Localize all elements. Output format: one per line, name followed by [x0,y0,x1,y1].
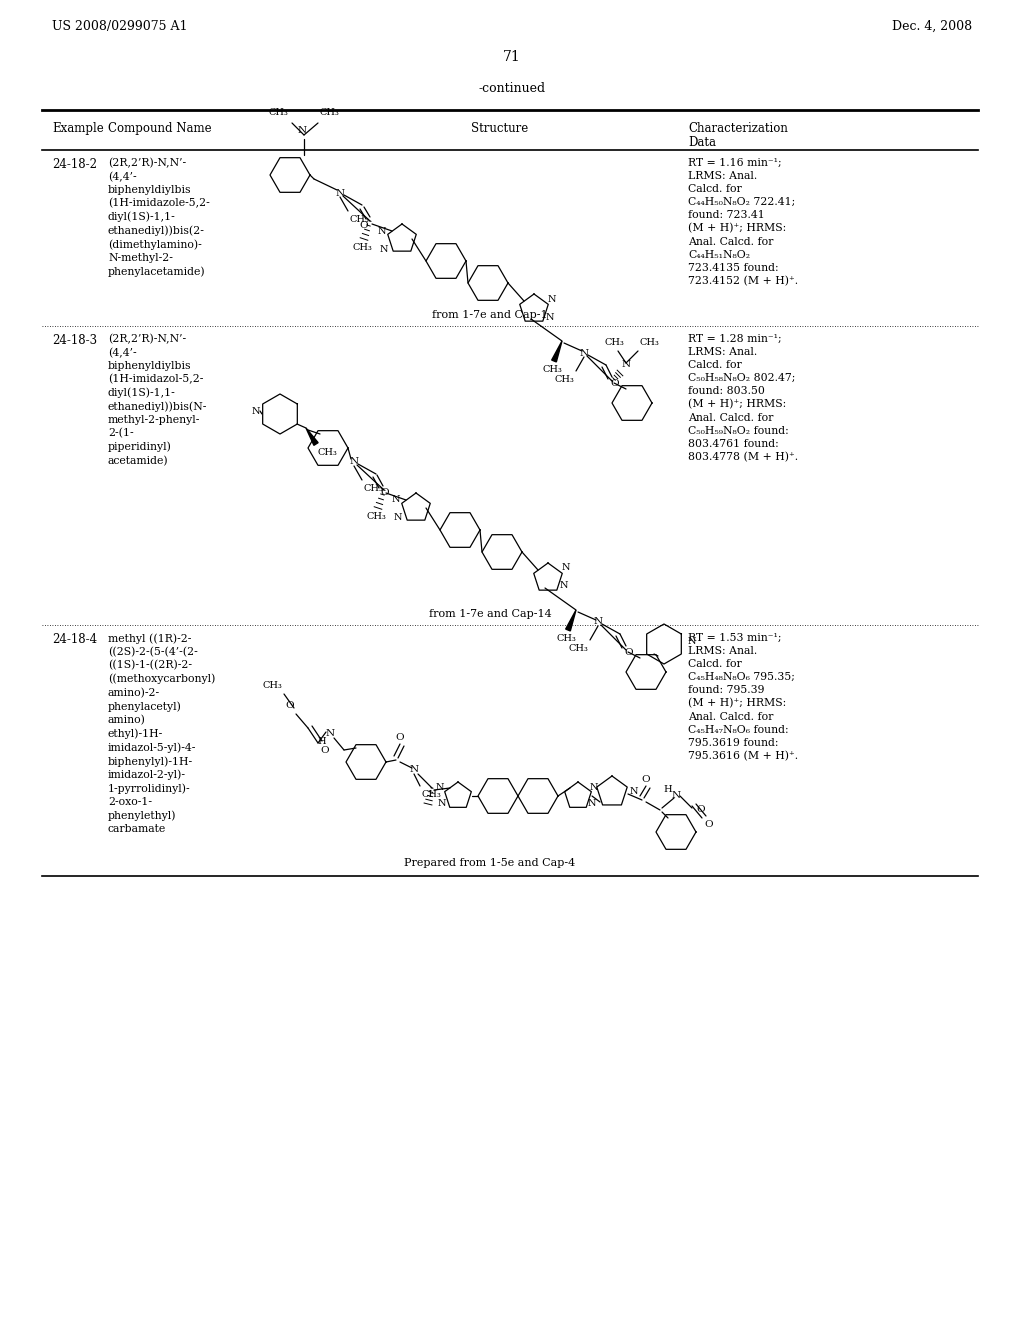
Text: N: N [630,788,639,796]
Text: N: N [672,792,681,800]
Text: Example: Example [52,121,103,135]
Text: N: N [391,495,400,504]
Text: Data: Data [688,136,716,149]
Text: O: O [624,648,633,657]
Text: CH₃: CH₃ [350,215,370,224]
Text: N: N [622,360,631,370]
Text: N: N [594,618,602,627]
Text: RT = 1.16 min⁻¹;
LRMS: Anal.
Calcd. for
C₄₄H₅₀N₈O₂ 722.41;
found: 723.41
(M + H): RT = 1.16 min⁻¹; LRMS: Anal. Calcd. for … [688,158,798,286]
Text: H: H [317,738,327,747]
Text: CH₃: CH₃ [318,447,338,457]
Text: -continued: -continued [478,82,546,95]
Text: CH₃: CH₃ [262,681,282,690]
Text: H: H [664,785,673,795]
Text: N: N [380,244,388,253]
Text: O: O [286,701,294,710]
Text: N: N [562,564,570,573]
Text: CH₃: CH₃ [422,789,442,799]
Text: N: N [378,227,386,235]
Text: Dec. 4, 2008: Dec. 4, 2008 [892,20,972,33]
Text: N: N [560,582,568,590]
Text: 24-18-3: 24-18-3 [52,334,97,347]
Text: from 1-7e and Cap-14: from 1-7e and Cap-14 [429,609,551,619]
Text: N: N [548,294,556,304]
Polygon shape [565,610,575,631]
Text: CH₃: CH₃ [640,338,659,347]
Text: (2R,2’R)-N,N’-
(4,4’-
biphenyldiylbis
(1H-imidazol-5,2-
diyl(1S)-1,1-
ethanediyl: (2R,2’R)-N,N’- (4,4’- biphenyldiylbis (1… [108,334,208,466]
Text: N: N [252,407,260,416]
Text: Compound Name: Compound Name [108,121,212,135]
Text: CH₃: CH₃ [366,512,386,521]
Text: N: N [588,800,597,808]
Text: N: N [297,125,306,135]
Text: O: O [696,805,705,814]
Text: O: O [395,733,404,742]
Text: CH₃: CH₃ [542,366,562,374]
Text: CH₃: CH₃ [568,644,588,653]
Text: N: N [688,636,696,645]
Text: Characterization: Characterization [688,121,787,135]
Text: CH₃: CH₃ [352,243,372,252]
Text: from 1-7e and Cap-1: from 1-7e and Cap-1 [432,310,548,319]
Text: Prepared from 1-5e and Cap-4: Prepared from 1-5e and Cap-4 [404,858,575,869]
Text: N: N [393,513,402,523]
Text: O: O [380,488,389,498]
Text: Structure: Structure [471,121,528,135]
Text: N: N [580,348,589,358]
Text: CH₃: CH₃ [556,634,575,643]
Text: O: O [610,379,618,388]
Text: O: O [705,820,713,829]
Text: 24-18-2: 24-18-2 [52,158,97,172]
Text: 71: 71 [503,50,521,63]
Text: (2R,2’R)-N,N’-
(4,4’-
biphenyldiylbis
(1H-imidazole-5,2-
diyl(1S)-1,1-
ethanediy: (2R,2’R)-N,N’- (4,4’- biphenyldiylbis (1… [108,158,210,277]
Text: 24-18-4: 24-18-4 [52,634,97,645]
Text: CH₃: CH₃ [268,108,288,117]
Text: O: O [319,746,329,755]
Text: CH₃: CH₃ [319,108,340,117]
Text: N: N [546,313,555,322]
Polygon shape [552,341,562,362]
Text: O: O [359,220,369,230]
Text: CH₃: CH₃ [364,484,384,492]
Polygon shape [306,428,318,445]
Text: N: N [349,458,358,466]
Text: N: N [437,800,446,808]
Text: RT = 1.53 min⁻¹;
LRMS: Anal.
Calcd. for
C₄₅H₄₈N₈O₆ 795.35;
found: 795.39
(M + H): RT = 1.53 min⁻¹; LRMS: Anal. Calcd. for … [688,634,798,762]
Text: N: N [435,784,444,792]
Text: O: O [642,775,650,784]
Text: N: N [326,730,335,738]
Text: CH₃: CH₃ [554,375,574,384]
Text: N: N [410,766,419,775]
Text: RT = 1.28 min⁻¹;
LRMS: Anal.
Calcd. for
C₅₀H₅₈N₈O₂ 802.47;
found: 803.50
(M + H): RT = 1.28 min⁻¹; LRMS: Anal. Calcd. for … [688,334,798,462]
Text: N: N [590,784,598,792]
Text: US 2008/0299075 A1: US 2008/0299075 A1 [52,20,187,33]
Text: methyl ((1R)-2-
((2S)-2-(5-(4’-(2-
((1S)-1-((2R)-2-
((methoxycarbonyl)
amino)-2-: methyl ((1R)-2- ((2S)-2-(5-(4’-(2- ((1S)… [108,634,215,834]
Text: CH₃: CH₃ [604,338,624,347]
Text: N: N [336,189,344,198]
